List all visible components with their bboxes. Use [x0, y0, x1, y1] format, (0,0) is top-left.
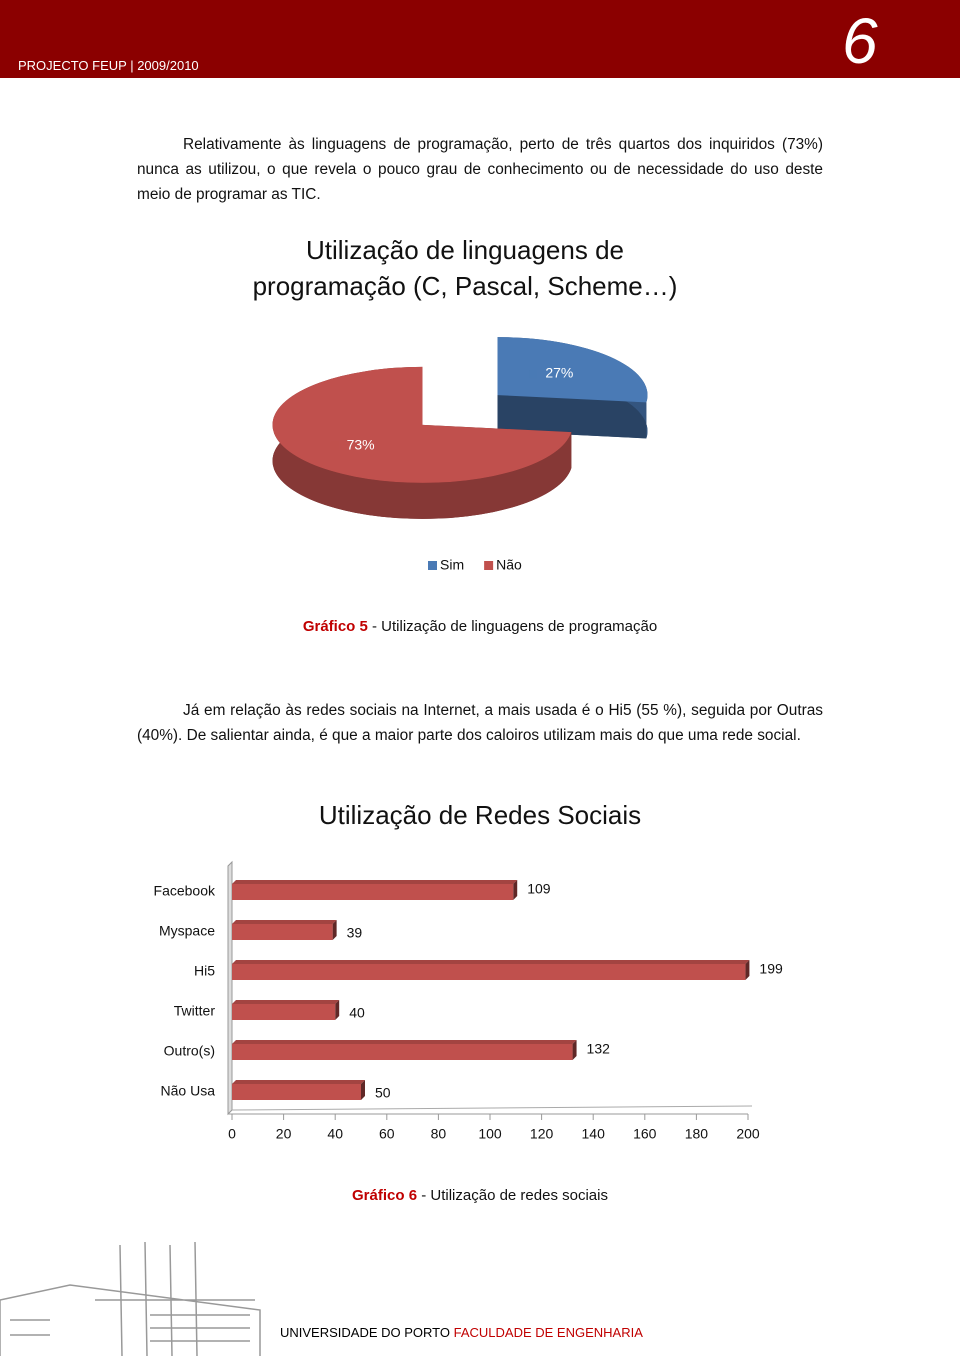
y-tick-label: Outro(s)	[164, 1043, 215, 1059]
chart-title: Utilização de Redes Sociais	[318, 800, 642, 830]
label-marker	[529, 370, 538, 379]
bar-side	[361, 1080, 365, 1100]
header-band	[0, 0, 960, 78]
bar-side	[572, 1040, 577, 1060]
bar-top	[232, 1080, 365, 1084]
legend-swatch	[428, 561, 437, 570]
pie-slice-edge	[497, 395, 647, 439]
x-tick-label: 40	[327, 1126, 343, 1142]
x-tick-label: 200	[736, 1126, 760, 1142]
x-tick-label: 100	[478, 1126, 502, 1142]
x-tick-label: 80	[431, 1126, 447, 1142]
bar-side	[332, 920, 337, 940]
chart-title: Utilização de linguagens de programação …	[252, 235, 678, 301]
bar-top	[232, 1000, 340, 1004]
legend-label: Não	[496, 557, 522, 573]
footer: UNIVERSIDADE DO PORTO FACULDADE DE ENGEN…	[280, 1325, 643, 1340]
bar	[232, 1004, 336, 1020]
page-number: 6	[842, 5, 878, 77]
data-label: 109	[527, 881, 551, 897]
x-tick-label: 140	[582, 1126, 606, 1142]
data-label: 73%	[347, 437, 375, 453]
caption-text: - Utilização de linguagens de programaçã…	[372, 618, 658, 635]
y-tick-label: Hi5	[194, 963, 215, 979]
x-tick-label: 160	[633, 1126, 657, 1142]
bar-top	[232, 1040, 577, 1044]
bar	[232, 1044, 573, 1060]
data-label: 39	[347, 925, 363, 941]
data-label: 50	[375, 1085, 391, 1101]
caption: Gráfico 5 - Utilização de linguagens de …	[0, 618, 960, 635]
bar-side	[335, 1000, 340, 1020]
building-drawing	[0, 1241, 261, 1356]
axis	[227, 860, 233, 1116]
bar-top	[232, 960, 750, 964]
pie-slice	[497, 337, 648, 403]
x-tick-label: 20	[276, 1126, 292, 1142]
bar-side	[513, 880, 518, 900]
data-label: 199	[759, 961, 783, 977]
pie-slice	[272, 366, 572, 483]
x-tick-label: 120	[530, 1126, 554, 1142]
caption-text: - Utilização de redes sociais	[421, 1187, 608, 1204]
bar-top	[232, 880, 518, 884]
caption-label: Gráfico 5	[302, 618, 368, 635]
data-label: 27%	[545, 365, 573, 381]
paragraph: Já em relação às redes sociais na Intern…	[137, 702, 823, 744]
x-tick-label: 0	[228, 1126, 236, 1142]
header-left: PROJECTO FEUP | 2009/2010	[18, 58, 199, 73]
legend-swatch	[484, 561, 494, 570]
x-tick-label: 180	[685, 1126, 709, 1142]
bar	[232, 884, 514, 900]
footer-faculty: FACULDADE DE ENGENHARIA	[453, 1325, 643, 1340]
caption-label: Gráfico 6	[352, 1187, 418, 1204]
paragraph: Relativamente às linguagens de programaç…	[137, 136, 823, 203]
y-tick-label: Myspace	[159, 923, 215, 939]
caption: Gráfico 6 - Utilização de redes sociais	[0, 1187, 960, 1204]
y-tick-label: Twitter	[174, 1003, 216, 1019]
bar	[232, 964, 746, 980]
label-marker	[330, 441, 339, 450]
footer-university: UNIVERSIDADE DO PORTO	[280, 1325, 450, 1340]
y-tick-label: Facebook	[154, 883, 216, 899]
data-label: 40	[349, 1005, 365, 1021]
bar-top	[232, 920, 337, 924]
data-label: 132	[587, 1041, 611, 1057]
bar	[232, 924, 333, 940]
legend-label: Sim	[440, 557, 464, 573]
axis	[231, 1105, 753, 1111]
y-tick-label: Não Usa	[161, 1083, 216, 1099]
x-tick-label: 60	[379, 1126, 395, 1142]
bar-side	[745, 960, 750, 980]
bar	[232, 1084, 361, 1100]
